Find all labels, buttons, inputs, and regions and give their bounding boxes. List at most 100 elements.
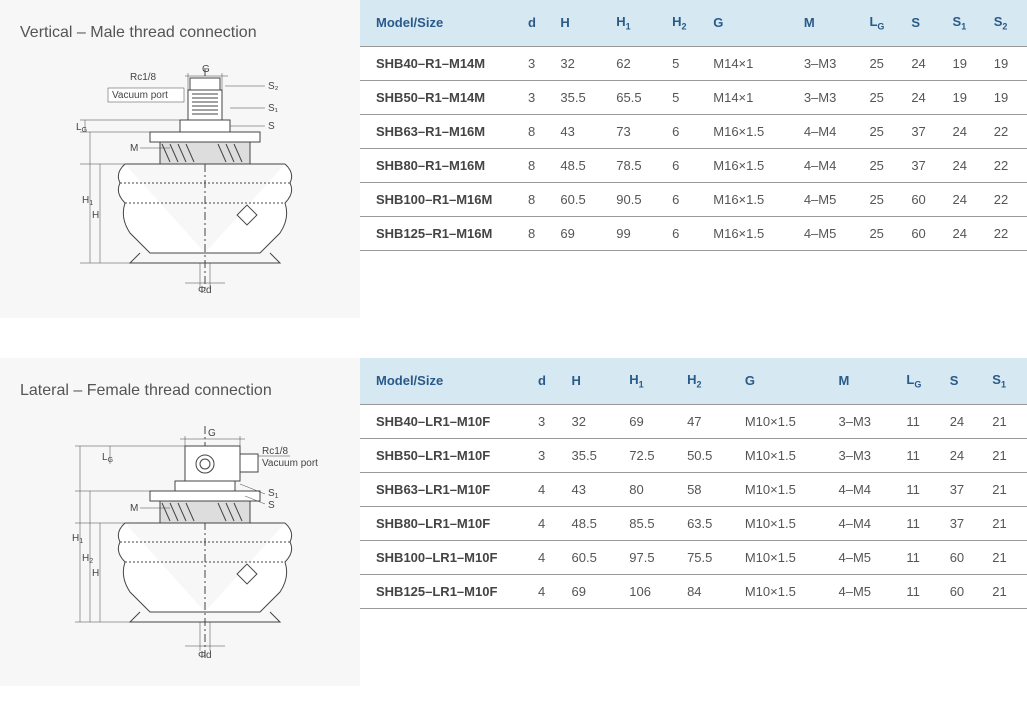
diagram-panel-vertical: Vertical – Male thread connection — [0, 0, 360, 318]
table-cell: 24 — [942, 438, 985, 472]
table-cell: 22 — [986, 148, 1027, 182]
label-lg: LG — [102, 452, 113, 464]
table-cell: 60 — [942, 574, 985, 608]
table-cell: 72.5 — [621, 438, 679, 472]
table-cell: 21 — [984, 438, 1027, 472]
label-s1: S₁ — [268, 103, 279, 114]
table-cell: SHB100–LR1–M10F — [360, 540, 530, 574]
label-rc: Rc1/8 — [262, 446, 289, 457]
table-cell: 43 — [564, 472, 622, 506]
table-cell: 22 — [986, 216, 1027, 250]
table-cell: 6 — [664, 114, 705, 148]
col-M: M — [796, 0, 862, 46]
col-S1: S1 — [984, 358, 1027, 404]
table-row: SHB125–R1–M16M869996M16×1.54–M525602422 — [360, 216, 1027, 250]
table-cell: 25 — [861, 182, 903, 216]
col-model: Model/Size — [360, 0, 520, 46]
table-cell: 3–M3 — [796, 46, 862, 80]
table-cell: 19 — [945, 80, 986, 114]
table-cell: 58 — [679, 472, 737, 506]
table-row: SHB63–LR1–M10F4438058M10×1.54–M4113721 — [360, 472, 1027, 506]
label-m: M — [130, 503, 138, 514]
table-cell: 69 — [564, 574, 622, 608]
table-cell: 25 — [861, 114, 903, 148]
table-cell: 84 — [679, 574, 737, 608]
label-lg: LG — [76, 122, 87, 134]
spec-table-lateral: Model/Size d H H1 H2 G M LG S S1 SHB40–L… — [360, 358, 1027, 609]
table-cell: 24 — [903, 46, 944, 80]
table-cell: 35.5 — [564, 438, 622, 472]
table-cell: 37 — [942, 506, 985, 540]
table-cell: 69 — [621, 404, 679, 438]
table-cell: 4 — [530, 472, 564, 506]
table-cell: 3 — [530, 438, 564, 472]
table-row: SHB50–LR1–M10F335.572.550.5M10×1.53–M311… — [360, 438, 1027, 472]
table-cell: 4–M4 — [796, 114, 862, 148]
table-cell: 4–M5 — [831, 574, 899, 608]
spec-table-vertical: Model/Size d H H1 H2 G M LG S S1 S2 SHB4… — [360, 0, 1027, 251]
label-vacuum: Vacuum port — [112, 90, 168, 101]
table-cell: 4–M5 — [831, 540, 899, 574]
table-cell: 24 — [945, 182, 986, 216]
table-cell: SHB80–R1–M16M — [360, 148, 520, 182]
table-cell: M10×1.5 — [737, 438, 831, 472]
label-s1: S1 — [268, 488, 279, 500]
table-cell: 3–M3 — [831, 404, 899, 438]
table-cell: 25 — [861, 148, 903, 182]
table-cell: 24 — [903, 80, 944, 114]
label-m: M — [130, 143, 138, 154]
table-cell: 21 — [984, 574, 1027, 608]
label-h: H — [92, 568, 99, 579]
table-cell: 85.5 — [621, 506, 679, 540]
table-cell: SHB63–R1–M16M — [360, 114, 520, 148]
table-cell: SHB50–R1–M14M — [360, 80, 520, 114]
table-header-row: Model/Size d H H1 H2 G M LG S S1 — [360, 358, 1027, 404]
label-s: S — [268, 500, 275, 511]
table-row: SHB63–R1–M16M843736M16×1.54–M425372422 — [360, 114, 1027, 148]
table-cell: 21 — [984, 404, 1027, 438]
col-H: H — [564, 358, 622, 404]
col-LG: LG — [861, 0, 903, 46]
table-cell: M10×1.5 — [737, 472, 831, 506]
col-model: Model/Size — [360, 358, 530, 404]
table-cell: 5 — [664, 80, 705, 114]
table-cell: 8 — [520, 216, 552, 250]
table-cell: 11 — [898, 540, 941, 574]
table-cell: 65.5 — [608, 80, 664, 114]
table-cell: M16×1.5 — [705, 182, 796, 216]
col-H2: H2 — [664, 0, 705, 46]
table-cell: 11 — [898, 574, 941, 608]
col-H: H — [552, 0, 608, 46]
table-cell: 4–M5 — [796, 182, 862, 216]
table-cell: 48.5 — [564, 506, 622, 540]
label-vacuum: Vacuum port — [262, 458, 318, 469]
diagram-svg-vertical: Rc1/8 Vacuum port G S₂ S₁ S M LG H1 H Φd — [30, 58, 330, 298]
col-M: M — [831, 358, 899, 404]
label-h1: H1 — [82, 195, 93, 207]
table-cell: 21 — [984, 472, 1027, 506]
table-row: SHB80–R1–M16M848.578.56M16×1.54–M4253724… — [360, 148, 1027, 182]
col-d: d — [530, 358, 564, 404]
table-cell: 37 — [903, 148, 944, 182]
table-cell: 4 — [530, 506, 564, 540]
table-cell: 8 — [520, 182, 552, 216]
table-cell: 11 — [898, 404, 941, 438]
table-cell: 4–M5 — [796, 216, 862, 250]
table-cell: 3–M3 — [796, 80, 862, 114]
table-cell: 11 — [898, 506, 941, 540]
table-cell: 24 — [945, 216, 986, 250]
table-cell: 21 — [984, 540, 1027, 574]
table-cell: 73 — [608, 114, 664, 148]
table-cell: M16×1.5 — [705, 148, 796, 182]
table-cell: 60.5 — [552, 182, 608, 216]
table-cell: 19 — [986, 46, 1027, 80]
table-cell: 8 — [520, 114, 552, 148]
table-cell: SHB125–R1–M16M — [360, 216, 520, 250]
table-cell: M16×1.5 — [705, 114, 796, 148]
table-cell: 3 — [530, 404, 564, 438]
col-d: d — [520, 0, 552, 46]
table-cell: 63.5 — [679, 506, 737, 540]
label-h2: H2 — [82, 553, 93, 565]
col-H1: H1 — [621, 358, 679, 404]
table-cell: 32 — [564, 404, 622, 438]
